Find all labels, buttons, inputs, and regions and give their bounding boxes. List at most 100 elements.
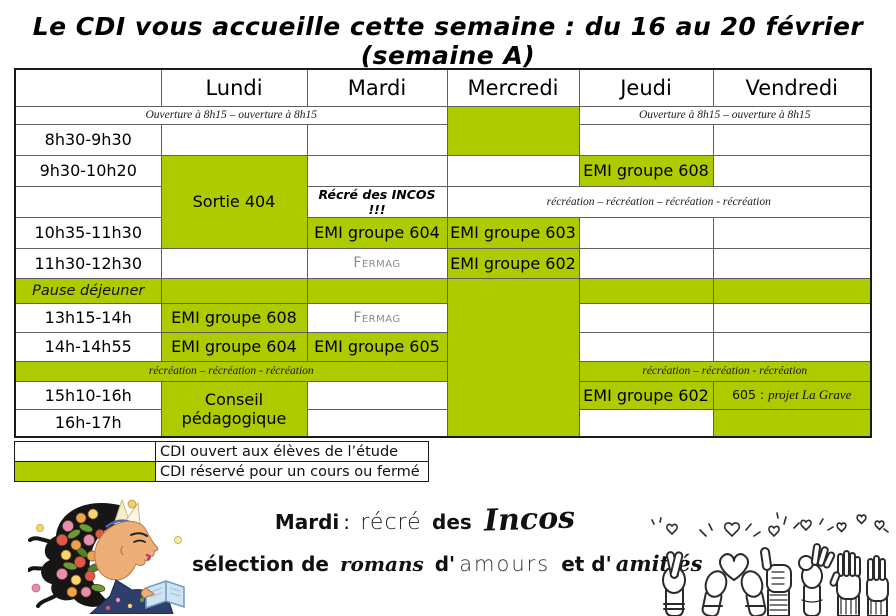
day-header-vendredi: Vendredi: [712, 68, 872, 107]
recreation-row-aprem: récréation – récréation - récréation réc…: [14, 360, 872, 382]
schedule-table: Lundi Mardi Mercredi Jeudi Vendredi Ouve…: [14, 68, 872, 438]
header-row: Lundi Mardi Mercredi Jeudi Vendredi: [14, 68, 872, 107]
footer-amities: amitiés: [615, 551, 703, 576]
cell-mardi-16h: [306, 408, 448, 438]
cell-mardi-emi-605: EMI groupe 605: [306, 331, 448, 362]
legend-table: CDI ouvert aux élèves de l’étude CDI rés…: [14, 441, 429, 482]
recreation-band-bottom-right: récréation – récréation - récréation: [578, 360, 872, 382]
ouverture-row: Ouverture à 8h15 – ouverture à 8h15 Ouve…: [14, 105, 872, 156]
time-pause-dejeuner: Pause déjeuner: [14, 277, 162, 304]
cell-mardi-fermag-aprem: Fermag: [306, 302, 448, 333]
footer-romans: romans: [339, 552, 424, 576]
celebrating-hands-doodle-icon: [651, 512, 889, 616]
cell-mardi-recre-incos: Récré des INCOS !!!: [306, 185, 448, 218]
cell-vendredi-10h35: [712, 216, 872, 249]
cell-vendredi-8h30: [712, 123, 872, 156]
day-header-jeudi: Jeudi: [578, 68, 714, 107]
cell-mardi-pause: [306, 277, 448, 304]
cell-vendredi-14h: [712, 331, 872, 362]
footer-recre: récré: [360, 510, 422, 535]
time-15h10-16h: 15h10-16h: [14, 380, 162, 410]
footer-incos: Incos: [483, 500, 576, 539]
cell-vendredi-11h30: [712, 247, 872, 279]
cell-vendredi-13h15: [712, 302, 872, 333]
time-11h30-12h30: 11h30-12h30: [14, 247, 162, 279]
footer-line2: sélection de romans d' amours et d' amitié…: [190, 551, 702, 576]
cell-mercredi-aprem-ferme: [446, 277, 580, 438]
cell-mercredi-emi-603: EMI groupe 603: [446, 216, 580, 249]
row-14h-14h55: 14h-14h55 EMI groupe 604 EMI groupe 605: [14, 331, 872, 362]
reading-woman-illustration-icon: [28, 498, 185, 614]
cell-mercredi-emi-602: EMI groupe 602: [446, 247, 580, 279]
day-header-lundi: Lundi: [160, 68, 308, 107]
projet-prefix: 605 :: [732, 387, 765, 402]
legend-swatch-reserved: [14, 461, 156, 482]
legend-row-reserved: CDI réservé pour un cours ou fermé: [14, 461, 429, 482]
cell-lundi-pause: [160, 277, 308, 304]
cell-mercredi-9h30: [446, 154, 580, 187]
row-15h10-16h: 15h10-16h Conseil pédagogique EMI groupe…: [14, 380, 872, 438]
cell-lundi-8h30: [160, 123, 308, 156]
footer-mardi: Mardi: [274, 510, 340, 534]
footer-et: et d': [561, 552, 612, 576]
cell-lundi-11h30: [160, 247, 308, 279]
projet-name: projet La Grave: [768, 387, 852, 402]
footer-announcement: Mardi: récré des Incos sélection de roma…: [190, 500, 702, 576]
cell-vendredi-projet-la-grave: 605 : projet La Grave: [712, 380, 872, 410]
cell-lundi-sortie-404: Sortie 404: [160, 154, 308, 249]
cell-jeudi-13h15: [578, 302, 714, 333]
footer-selection: sélection de: [192, 552, 329, 576]
time-16h-17h: 16h-17h: [14, 408, 162, 438]
cell-mardi-15h10: [306, 380, 448, 410]
time-8h30-9h30: 8h30-9h30: [14, 123, 162, 156]
cell-jeudi-14h: [578, 331, 714, 362]
cell-jeudi-emi-602: EMI groupe 602: [578, 380, 714, 410]
cell-jeudi-8h30: [578, 123, 714, 156]
recreation-band-top: récréation – récréation – récréation - r…: [446, 185, 872, 218]
row-9h30-10h20: 9h30-10h20 Sortie 404 EMI groupe 608: [14, 154, 872, 249]
legend-row-open: CDI ouvert aux élèves de l’étude: [14, 441, 429, 462]
cell-vendredi-pause: [712, 277, 872, 304]
footer-colon: :: [343, 510, 350, 534]
cell-mardi-emi-604: EMI groupe 604: [306, 216, 448, 249]
footer-amours: amours: [459, 552, 551, 576]
row-11h30-12h30: 11h30-12h30 Fermag EMI groupe 602: [14, 247, 872, 279]
time-10h35-11h30: 10h35-11h30: [14, 216, 162, 249]
cell-jeudi-10h35: [578, 216, 714, 249]
cell-lundi-emi-608: EMI groupe 608: [160, 302, 308, 333]
time-14h-14h55: 14h-14h55: [14, 331, 162, 362]
cell-time-recre-matin: [14, 185, 162, 218]
recreation-band-bottom-left: récréation – récréation - récréation: [14, 360, 448, 382]
day-header-mardi: Mardi: [306, 68, 448, 107]
cell-mardi-fermag-matin: Fermag: [306, 247, 448, 279]
footer-line1: Mardi: récré des Incos: [190, 500, 660, 539]
footer-d1: d': [434, 552, 456, 576]
row-16h-17h: 16h-17h: [14, 408, 872, 438]
cell-mardi-9h30: [306, 154, 448, 187]
footer-des: des: [432, 510, 472, 534]
time-9h30-10h20: 9h30-10h20: [14, 154, 162, 187]
cell-mardi-8h30: [306, 123, 448, 156]
row-pause-dejeuner: Pause déjeuner: [14, 277, 872, 438]
cell-vendredi-16h-ferme: [712, 408, 872, 438]
row-10h35-11h30: 10h35-11h30 EMI groupe 604 EMI groupe 60…: [14, 216, 872, 249]
cell-jeudi-pause: [578, 277, 714, 304]
cell-vendredi-9h30: [712, 154, 872, 187]
legend-swatch-open: [14, 441, 156, 462]
row-13h15-14h: 13h15-14h EMI groupe 608 Fermag: [14, 302, 872, 333]
ouverture-band-left: Ouverture à 8h15 – ouverture à 8h15: [14, 105, 448, 125]
recreation-row-matin: Récré des INCOS !!! récréation – récréat…: [14, 185, 872, 218]
legend-label-reserved: CDI réservé pour un cours ou fermé: [155, 461, 429, 482]
legend-label-open: CDI ouvert aux élèves de l’étude: [155, 441, 429, 462]
cell-lundi-conseil-pedagogique: Conseil pédagogique: [160, 380, 308, 438]
page-title: Le CDI vous accueille cette semaine : du…: [32, 12, 864, 70]
ouverture-band-right: Ouverture à 8h15 – ouverture à 8h15: [578, 105, 872, 125]
time-13h15-14h: 13h15-14h: [14, 302, 162, 333]
cell-mercredi-matin-ferme: [446, 105, 580, 156]
row-8h30-9h30: 8h30-9h30: [14, 123, 872, 156]
cell-jeudi-11h30: [578, 247, 714, 279]
day-header-mercredi: Mercredi: [446, 68, 580, 107]
cell-lundi-emi-604: EMI groupe 604: [160, 331, 308, 362]
cell-jeudi-16h: [578, 408, 714, 438]
